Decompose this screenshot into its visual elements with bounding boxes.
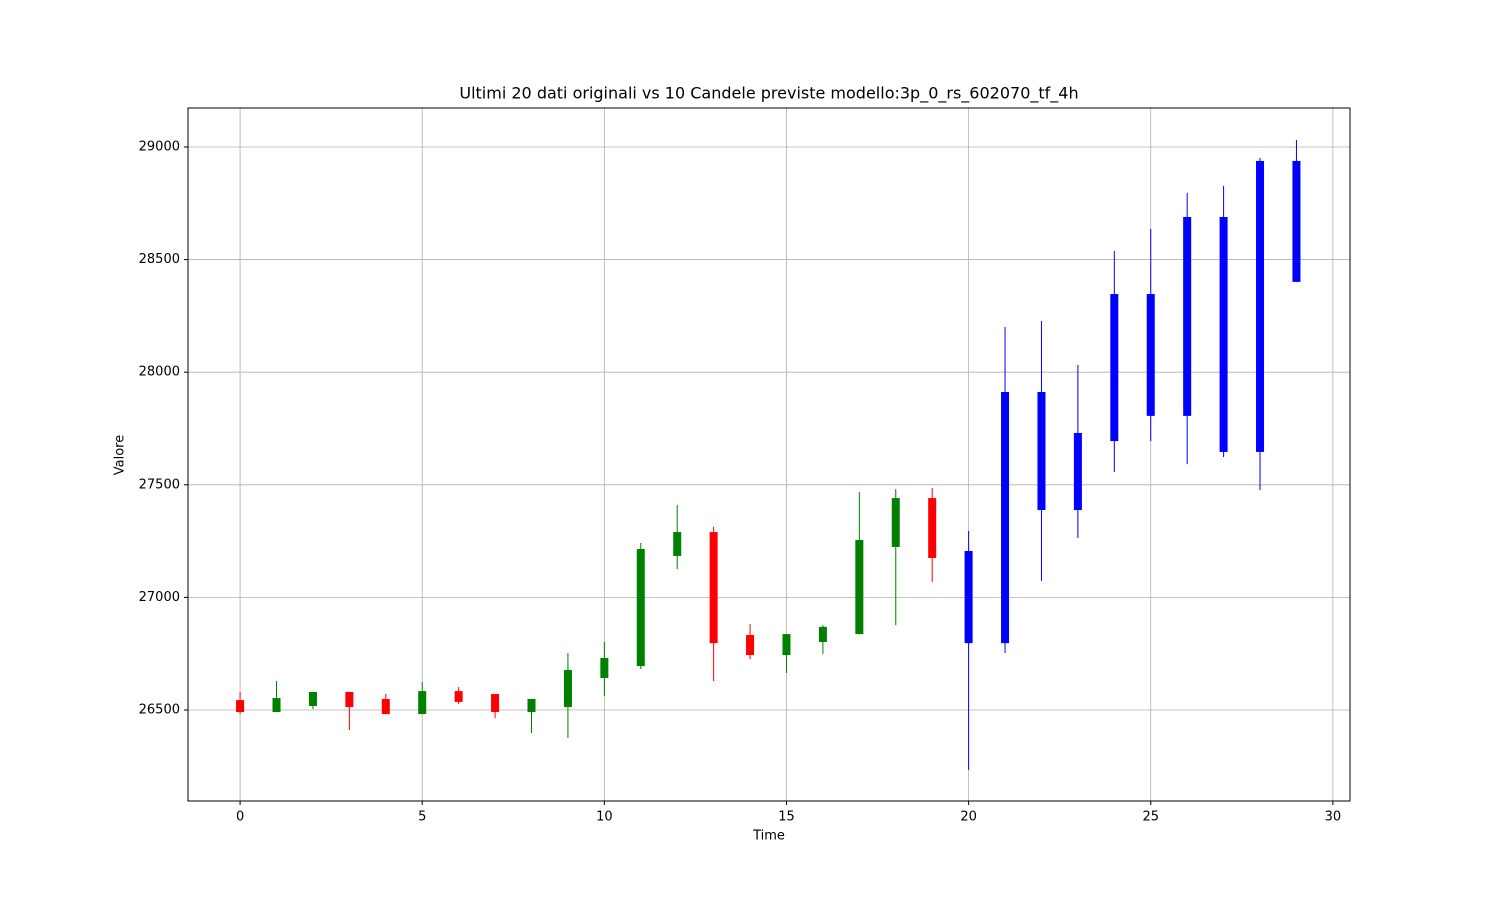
y-tick-label: 27500 <box>139 477 180 492</box>
candle-body <box>236 700 245 713</box>
candle-body <box>345 691 354 708</box>
candle-body <box>673 532 682 556</box>
candle-body <box>272 698 281 713</box>
x-tick-label: 25 <box>1142 810 1159 825</box>
candle-body <box>855 539 864 635</box>
candle-body <box>1219 217 1228 452</box>
candle-body <box>746 635 755 656</box>
x-tick-label: 20 <box>960 810 977 825</box>
candle-body <box>1292 160 1301 282</box>
y-tick-label: 26500 <box>139 703 180 718</box>
x-tick-label: 5 <box>418 810 426 825</box>
candle-body <box>928 498 937 558</box>
candle-body <box>636 548 645 667</box>
candle-body <box>600 657 609 679</box>
x-tick-label: 15 <box>778 810 795 825</box>
candle-body <box>308 691 317 706</box>
candle-body <box>454 691 463 702</box>
candle-body <box>1037 392 1046 511</box>
candle-body <box>527 698 536 713</box>
candle-body <box>818 626 827 642</box>
x-tick-label: 30 <box>1325 810 1342 825</box>
candle-body <box>1146 294 1155 416</box>
candle-body <box>563 669 572 708</box>
x-axis-label: Time <box>752 829 785 844</box>
plot-frame <box>187 107 1351 802</box>
y-axis-label: Valore <box>113 435 128 475</box>
candle-body <box>1256 160 1265 452</box>
candle-body <box>1073 432 1082 511</box>
candle-body <box>418 691 427 715</box>
x-tick-label: 10 <box>596 810 613 825</box>
y-tick-label: 28500 <box>139 252 180 267</box>
x-tick-label: 0 <box>236 810 244 825</box>
candle-body <box>1110 294 1119 442</box>
candle-body <box>891 498 900 547</box>
candle-body <box>381 698 390 715</box>
candle-body <box>491 694 500 713</box>
candle-body <box>1001 392 1010 644</box>
candle-body <box>1183 217 1192 416</box>
y-tick-label: 29000 <box>139 139 180 154</box>
candle-body <box>964 551 973 644</box>
candle-body <box>782 634 791 656</box>
y-tick-label: 28000 <box>139 365 180 380</box>
candle-body <box>709 532 718 644</box>
y-tick-label: 27000 <box>139 590 180 605</box>
chart-title: Ultimi 20 dati originali vs 10 Candele p… <box>459 84 1078 104</box>
